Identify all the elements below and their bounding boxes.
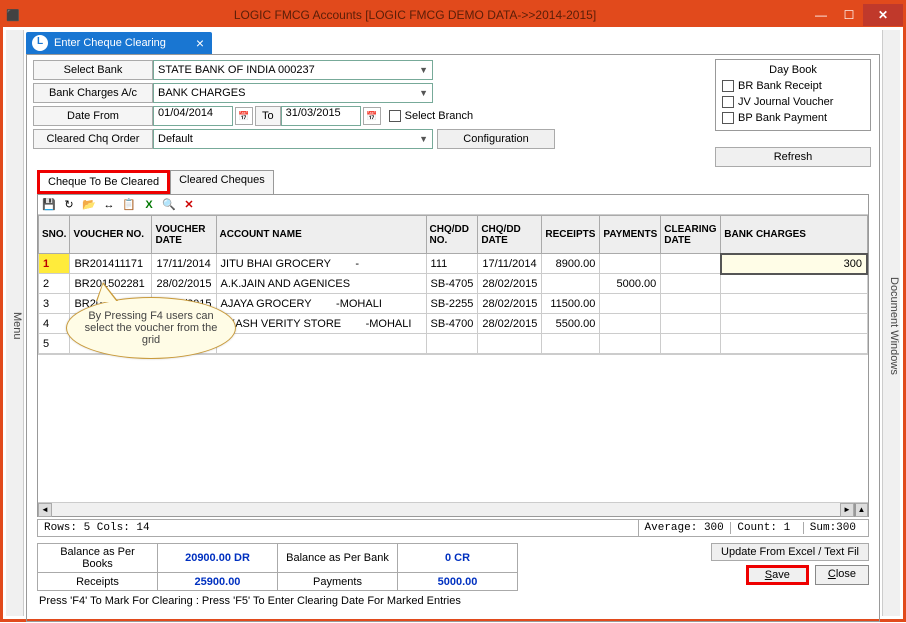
balance-bank-value: 0 CR [398,544,518,573]
save-button[interactable]: Save [746,565,809,585]
update-from-excel-button[interactable]: Update From Excel / Text Fil [711,543,869,561]
status-average: Average: 300 [645,522,724,534]
refresh-button[interactable]: Refresh [715,147,871,167]
status-sum: Sum:300 [803,522,862,534]
tab-title: Enter Cheque Clearing [54,37,166,49]
document-tab[interactable]: L Enter Cheque Clearing × [26,32,212,54]
date-from-input[interactable]: 01/04/2014 [153,106,233,126]
payments-label: Payments [278,573,398,591]
receipts-label: Receipts [38,573,158,591]
status-rows-cols: Rows: 5 Cols: 14 [38,520,639,536]
close-window-button[interactable]: ✕ [863,4,903,26]
col-account-name[interactable]: ACCOUNT NAME [216,216,426,254]
save-icon[interactable]: 💾 [42,198,56,212]
daybook-header: Day Book [722,64,864,76]
grid-statusbar: Rows: 5 Cols: 14 Average: 300 Count: 1 S… [37,519,869,537]
col-payments[interactable]: PAYMENTS [600,216,661,254]
col-chq-date[interactable]: CHQ/DD DATE [478,216,542,254]
open-icon[interactable]: 📂 [82,198,96,212]
col-voucher-no[interactable]: VOUCHER NO. [70,216,152,254]
col-bank-charges[interactable]: BANK CHARGES [721,216,867,254]
configuration-button[interactable]: Configuration [437,129,555,149]
calendar-from-icon[interactable]: 📅 [235,107,253,125]
date-to-input[interactable]: 31/03/2015 [281,106,361,126]
daybook-panel: Day Book BR Bank Receipt JV Journal Vouc… [715,59,871,131]
document-windows-side-tab[interactable]: Document Windows [882,30,900,616]
col-clearing-date[interactable]: CLEARING DATE [661,216,721,254]
bank-charges-dropdown[interactable]: BANK CHARGES▼ [153,83,433,103]
window-titlebar: ⬛ LOGIC FMCG Accounts [LOGIC FMCG DEMO D… [3,3,903,27]
col-sno[interactable]: SNO. [39,216,70,254]
fit-width-icon[interactable]: ↔ [102,198,116,212]
tab-cheque-to-be-cleared[interactable]: Cheque To Be Cleared [37,170,170,194]
tab-icon: L [32,35,48,51]
table-row[interactable]: 2BR20150228128/02/2015A.K.JAIN AND AGENI… [39,274,868,294]
select-branch-label: Select Branch [405,110,473,122]
find-icon[interactable]: 🔍 [162,198,176,212]
app-logo-icon: ⬛ [3,9,23,22]
menu-side-tab[interactable]: Menu [6,30,24,616]
window-title: LOGIC FMCG Accounts [LOGIC FMCG DEMO DAT… [23,8,807,22]
col-receipts[interactable]: RECEIPTS [542,216,600,254]
receipts-value: 25900.00 [158,573,278,591]
cleared-order-label: Cleared Chq Order [33,129,153,149]
delete-icon[interactable]: ✕ [182,198,196,212]
col-voucher-date[interactable]: VOUCHER DATE [152,216,216,254]
daybook-opt-bp[interactable]: BP Bank Payment [722,110,864,126]
daybook-opt-br[interactable]: BR Bank Receipt [722,78,864,94]
cleared-order-dropdown[interactable]: Default▼ [153,129,433,149]
select-bank-dropdown[interactable]: STATE BANK OF INDIA 000237▼ [153,60,433,80]
refresh-icon[interactable]: ↻ [62,198,76,212]
help-callout: By Pressing F4 users can select the vouc… [66,297,236,359]
grid-toolbar: 💾 ↻ 📂 ↔ 📋 X 🔍 ✕ [38,195,868,215]
select-branch-checkbox[interactable] [389,110,401,122]
payments-value: 5000.00 [398,573,518,591]
footer-hint: Press 'F4' To Mark For Clearing : Press … [39,595,867,607]
balance-bank-label: Balance as Per Bank [278,544,398,573]
select-bank-label: Select Bank [33,60,153,80]
balance-books-label: Balance as Per Books [38,544,158,573]
to-label: To [255,106,281,126]
col-chq-no[interactable]: CHQ/DD NO. [426,216,478,254]
table-row[interactable]: 1BR20141117117/11/2014JITU BHAI GROCERY … [39,254,868,274]
date-from-label: Date From [33,106,153,126]
maximize-button[interactable]: ☐ [835,4,863,26]
excel-icon[interactable]: X [142,198,156,212]
daybook-opt-jv[interactable]: JV Journal Voucher [722,94,864,110]
close-button[interactable]: Close [815,565,869,585]
calendar-to-icon[interactable]: 📅 [363,107,381,125]
bank-charges-label: Bank Charges A/c [33,83,153,103]
balance-books-value: 20900.00 DR [158,544,278,573]
horizontal-scrollbar[interactable]: ◄► ▲ [38,502,868,516]
close-tab-button[interactable]: × [188,35,212,51]
status-count: Count: 1 [730,522,796,534]
tab-cleared-cheques[interactable]: Cleared Cheques [170,170,274,194]
minimize-button[interactable]: — [807,4,835,26]
copy-icon[interactable]: 📋 [122,198,136,212]
